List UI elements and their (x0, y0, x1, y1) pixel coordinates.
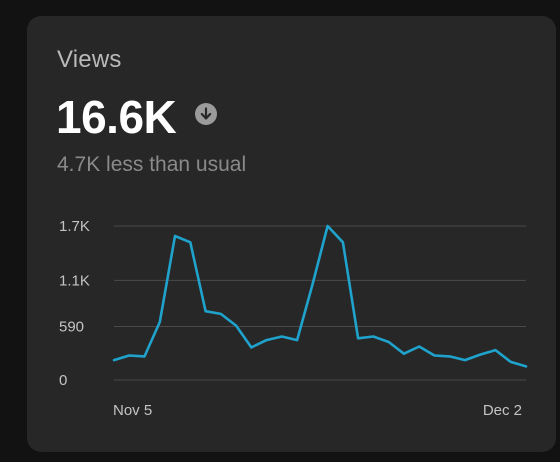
data-point[interactable] (126, 353, 132, 359)
data-point[interactable] (492, 347, 498, 353)
data-point[interactable] (523, 363, 529, 369)
data-point[interactable] (340, 239, 346, 245)
series-line-views (112, 224, 528, 368)
y-tick-label: 0 (59, 372, 67, 389)
card-title: Views (57, 46, 122, 73)
data-point[interactable] (416, 343, 422, 349)
data-point[interactable] (309, 282, 315, 288)
data-point[interactable] (248, 344, 254, 350)
data-point[interactable] (233, 323, 239, 329)
data-point[interactable] (218, 311, 224, 317)
delta-text: 4.7K less than usual (57, 153, 247, 176)
data-point[interactable] (508, 359, 514, 365)
data-point[interactable] (264, 337, 270, 343)
data-point[interactable] (111, 357, 117, 363)
data-point[interactable] (447, 353, 453, 359)
data-point[interactable] (294, 337, 300, 343)
data-point[interactable] (370, 334, 376, 340)
data-point[interactable] (355, 335, 361, 341)
x-tick-label: Nov 5 (113, 402, 152, 419)
data-point[interactable] (279, 334, 285, 340)
data-point[interactable] (386, 339, 392, 345)
x-tick-label: Dec 2 (483, 402, 522, 419)
y-tick-label: 590 (59, 319, 84, 336)
views-card: Views 16.6K 4.7K less than usual (27, 16, 556, 452)
y-tick-label: 1.7K (59, 218, 90, 235)
data-point[interactable] (187, 239, 193, 245)
y-tick-label: 1.1K (59, 272, 90, 289)
data-point[interactable] (431, 353, 437, 359)
data-point[interactable] (157, 319, 163, 325)
data-point[interactable] (325, 223, 331, 229)
data-point[interactable] (142, 353, 148, 359)
data-point[interactable] (477, 352, 483, 358)
arrow-down-circle-icon (195, 103, 217, 125)
data-point[interactable] (203, 308, 209, 314)
data-point[interactable] (462, 357, 468, 363)
data-point[interactable] (401, 351, 407, 357)
views-value: 16.6K (56, 91, 177, 143)
data-point[interactable] (172, 233, 178, 239)
